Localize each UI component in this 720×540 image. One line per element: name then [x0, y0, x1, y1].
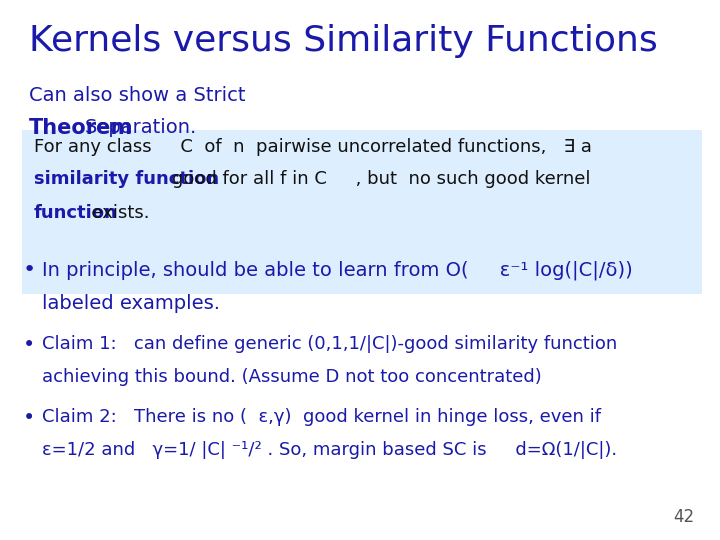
Text: •: •: [23, 260, 36, 280]
Text: ε=1/2 and   γ=1/ |C| ⁻¹/² . So, margin based SC is     d=Ω(1/|C|).: ε=1/2 and γ=1/ |C| ⁻¹/² . So, margin bas…: [42, 441, 617, 459]
Text: good for all f in C     , but  no such good kernel: good for all f in C , but no such good k…: [34, 170, 590, 188]
Text: 42: 42: [674, 509, 695, 526]
Text: •: •: [23, 335, 35, 355]
Text: Claim 1:   can define generic (0,1,1/|C|)-good similarity function: Claim 1: can define generic (0,1,1/|C|)-…: [42, 335, 617, 353]
FancyBboxPatch shape: [22, 130, 702, 294]
Text: Separation.: Separation.: [85, 118, 197, 137]
Text: exists.: exists.: [34, 204, 149, 222]
Text: similarity function: similarity function: [34, 170, 219, 188]
Text: For any class     C  of  n  pairwise uncorrelated functions,   ∃ a: For any class C of n pairwise uncorrelat…: [34, 138, 592, 156]
Text: achieving this bound. (Assume D not too concentrated): achieving this bound. (Assume D not too …: [42, 368, 541, 386]
Text: Kernels versus Similarity Functions: Kernels versus Similarity Functions: [29, 24, 657, 58]
Text: In principle, should be able to learn from O(     ε⁻¹ log(|C|/δ)): In principle, should be able to learn fr…: [42, 260, 632, 280]
Text: Theorem: Theorem: [29, 118, 133, 138]
Text: Claim 2:   There is no (  ε,γ)  good kernel in hinge loss, even if: Claim 2: There is no ( ε,γ) good kernel …: [42, 408, 600, 426]
Text: labeled examples.: labeled examples.: [42, 294, 220, 313]
Text: function: function: [34, 204, 117, 222]
Text: Can also show a Strict: Can also show a Strict: [29, 86, 246, 105]
Text: •: •: [23, 408, 35, 428]
